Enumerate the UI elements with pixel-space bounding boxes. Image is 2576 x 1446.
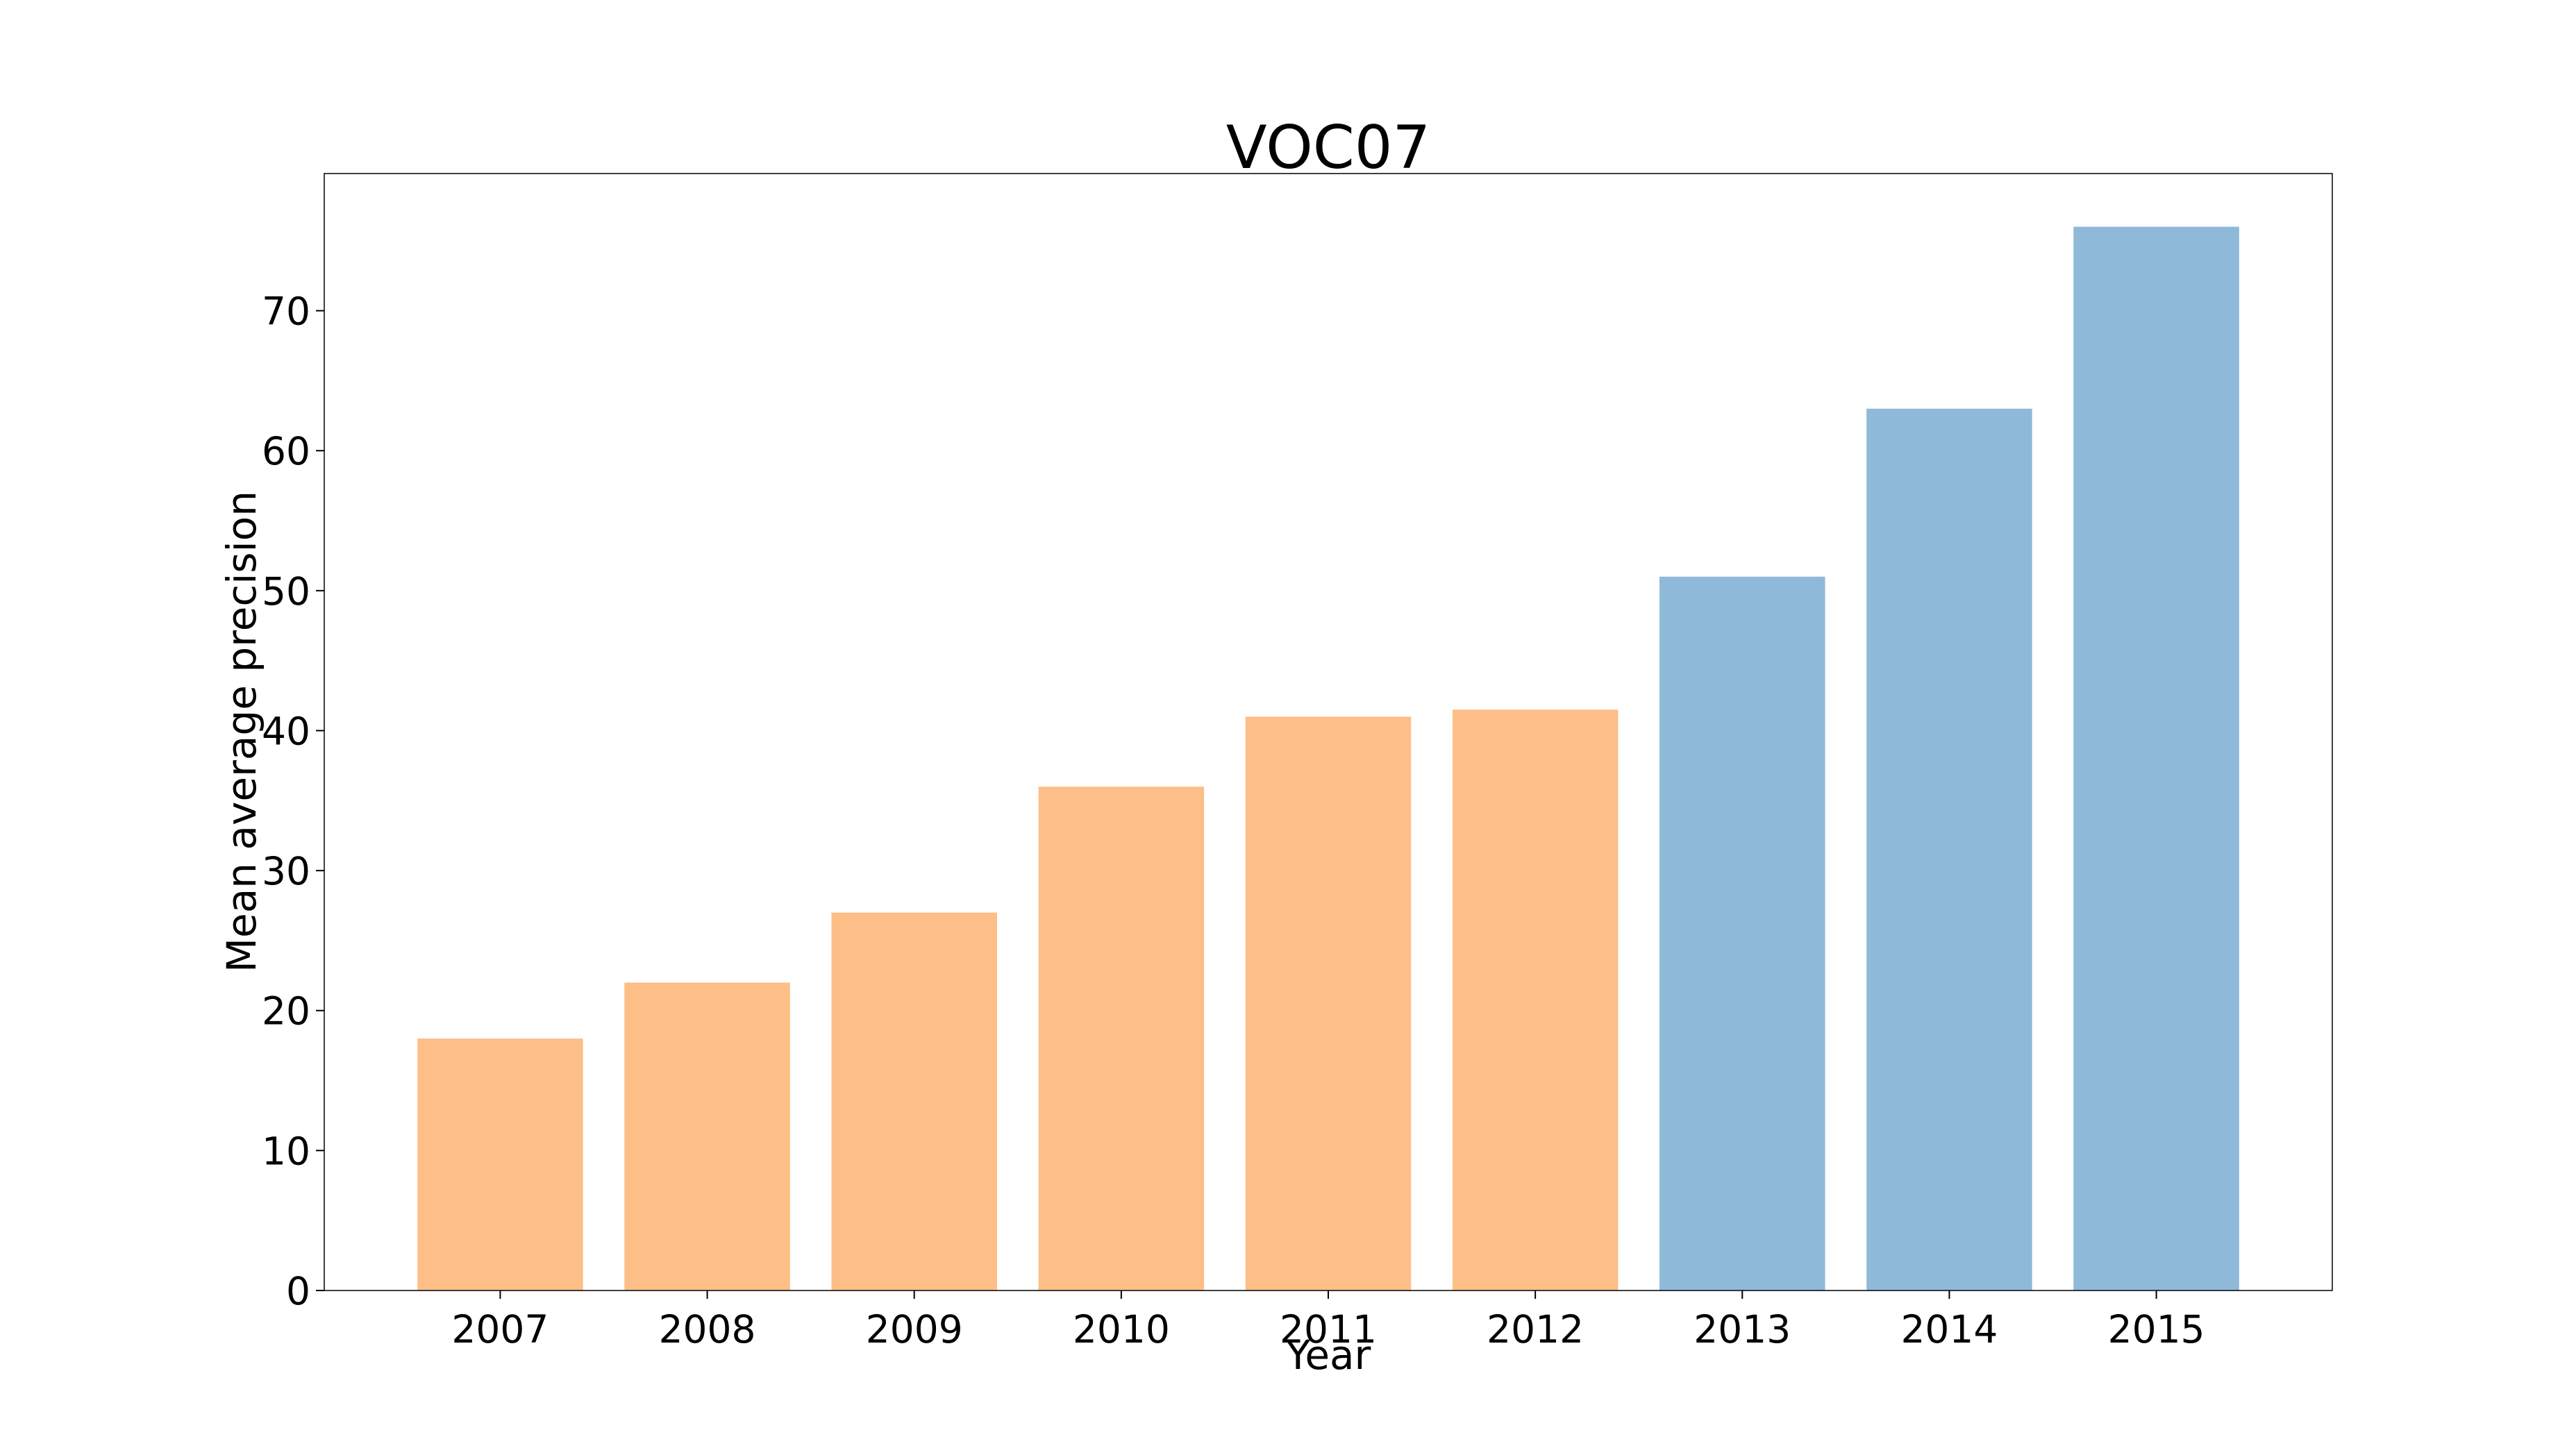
y-tick-label: 30 xyxy=(262,849,310,893)
x-tick-label: 2014 xyxy=(1900,1307,1998,1352)
x-tick-label: 2010 xyxy=(1073,1307,1170,1352)
bar-2012 xyxy=(1452,709,1619,1291)
bar-2013 xyxy=(1659,576,1825,1291)
bar-2009 xyxy=(831,912,997,1291)
x-tick-label: 2011 xyxy=(1280,1307,1377,1352)
bar-2011 xyxy=(1245,716,1412,1291)
bar-2015 xyxy=(2073,226,2239,1291)
y-tick-label: 40 xyxy=(262,709,310,753)
y-tick-label: 70 xyxy=(262,289,310,334)
x-tick-label: 2009 xyxy=(866,1307,963,1352)
y-axis-label: Mean average precision xyxy=(218,491,265,973)
chart-title: VOC07 xyxy=(1226,113,1431,183)
y-tick-label: 10 xyxy=(262,1129,310,1173)
x-axis-label: Year xyxy=(1285,1331,1371,1379)
x-tick-label: 2007 xyxy=(451,1307,549,1352)
x-tick-label: 2008 xyxy=(659,1307,756,1352)
x-tick-label: 2012 xyxy=(1487,1307,1584,1352)
plot-frame xyxy=(324,173,2333,1291)
bar-2010 xyxy=(1038,787,1205,1291)
y-tick-label: 20 xyxy=(262,989,310,1034)
bars-layer xyxy=(417,226,2239,1291)
bar-2007 xyxy=(417,1039,583,1291)
x-tick-label: 2015 xyxy=(2108,1307,2205,1352)
x-tick-label: 2013 xyxy=(1693,1307,1791,1352)
y-tick-label: 50 xyxy=(262,569,310,614)
bar-2014 xyxy=(1866,408,2032,1291)
y-ticks-layer: 0 10 20 30 40 50 60 70 xyxy=(262,289,324,1313)
y-tick-label: 0 xyxy=(286,1269,310,1313)
y-tick-label: 60 xyxy=(262,429,310,473)
x-ticks-layer: 2007 2008 2009 2010 2011 2012 2013 2014 2015 xyxy=(451,1291,2205,1352)
bar-2008 xyxy=(624,982,790,1291)
